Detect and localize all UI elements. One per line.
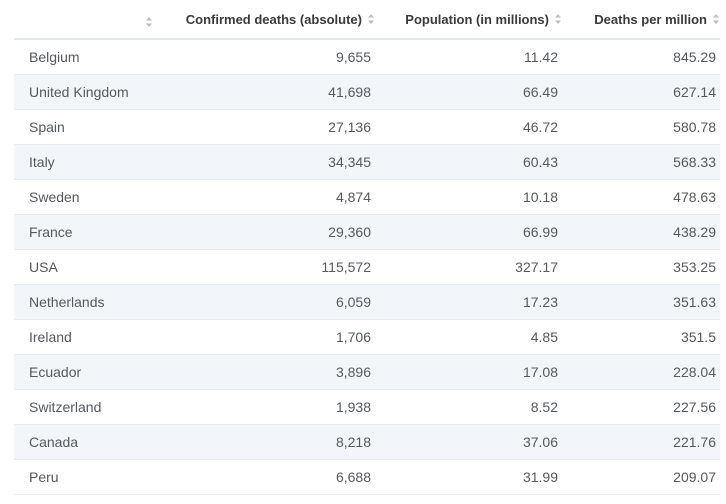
cell-population: 8.52 (375, 389, 562, 425)
column-header-per-million[interactable]: Deaths per million (562, 0, 720, 40)
cell-deaths: 41,698 (156, 74, 375, 110)
sort-icon[interactable] (554, 13, 562, 25)
cell-deaths-per-million: 438.29 (562, 214, 720, 250)
cell-deaths-per-million: 568.33 (562, 144, 720, 180)
cell-deaths-per-million: 478.63 (562, 179, 720, 215)
cell-country: USA (14, 249, 156, 285)
cell-deaths-per-million: 353.25 (562, 249, 720, 285)
cell-deaths: 6,688 (156, 459, 375, 495)
cell-population: 66.99 (375, 214, 562, 250)
table-row: Italy 34,345 60.43 568.33 (14, 144, 720, 180)
cell-population: 17.23 (375, 284, 562, 320)
cell-deaths-per-million: 845.29 (562, 39, 720, 75)
cell-country: Peru (14, 459, 156, 495)
cell-country: Ecuador (14, 354, 156, 390)
cell-deaths-per-million: 209.07 (562, 459, 720, 495)
table-row: United Kingdom 41,698 66.49 627.14 (14, 74, 720, 110)
cell-deaths-per-million: 580.78 (562, 109, 720, 145)
cell-country: France (14, 214, 156, 250)
cell-country: Italy (14, 144, 156, 180)
header-row: Confirmed deaths (absolute) Population (… (14, 0, 720, 40)
table-row: Spain 27,136 46.72 580.78 (14, 109, 720, 145)
table-row: France 29,360 66.99 438.29 (14, 214, 720, 250)
cell-deaths: 1,706 (156, 319, 375, 355)
cell-population: 46.72 (375, 109, 562, 145)
sort-icon[interactable] (367, 13, 375, 25)
cell-deaths: 9,655 (156, 39, 375, 75)
cell-country: Canada (14, 424, 156, 460)
column-header-country[interactable] (14, 0, 156, 40)
cell-population: 4.85 (375, 319, 562, 355)
cell-deaths: 4,874 (156, 179, 375, 215)
cell-country: Sweden (14, 179, 156, 215)
table-header: Confirmed deaths (absolute) Population (… (14, 0, 720, 40)
cell-country: Netherlands (14, 284, 156, 320)
cell-deaths: 8,218 (156, 424, 375, 460)
deaths-table: Confirmed deaths (absolute) Population (… (14, 0, 720, 495)
cell-deaths: 3,896 (156, 354, 375, 390)
cell-country: Ireland (14, 319, 156, 355)
cell-population: 37.06 (375, 424, 562, 460)
cell-deaths-per-million: 627.14 (562, 74, 720, 110)
cell-deaths-per-million: 351.63 (562, 284, 720, 320)
cell-deaths: 115,572 (156, 249, 375, 285)
cell-deaths: 29,360 (156, 214, 375, 250)
table-row: Belgium 9,655 11.42 845.29 (14, 39, 720, 75)
cell-deaths-per-million: 351.5 (562, 319, 720, 355)
column-header-population-label: Population (in millions) (405, 11, 549, 27)
cell-deaths: 34,345 (156, 144, 375, 180)
sort-icon[interactable] (712, 13, 720, 25)
cell-deaths-per-million: 221.76 (562, 424, 720, 460)
table-row: Peru 6,688 31.99 209.07 (14, 459, 720, 495)
sort-icon[interactable] (145, 16, 153, 28)
column-header-deaths-label: Confirmed deaths (absolute) (185, 11, 362, 27)
cell-population: 11.42 (375, 39, 562, 75)
cell-country: Switzerland (14, 389, 156, 425)
cell-deaths-per-million: 227.56 (562, 389, 720, 425)
cell-country: Spain (14, 109, 156, 145)
cell-country: United Kingdom (14, 74, 156, 110)
table-row: Ecuador 3,896 17.08 228.04 (14, 354, 720, 390)
cell-deaths: 1,938 (156, 389, 375, 425)
table-row: Sweden 4,874 10.18 478.63 (14, 179, 720, 215)
column-header-deaths[interactable]: Confirmed deaths (absolute) (156, 0, 375, 40)
cell-deaths: 27,136 (156, 109, 375, 145)
table-row: Ireland 1,706 4.85 351.5 (14, 319, 720, 355)
table-row: USA 115,572 327.17 353.25 (14, 249, 720, 285)
column-header-population[interactable]: Population (in millions) (375, 0, 562, 40)
table-row: Canada 8,218 37.06 221.76 (14, 424, 720, 460)
table-row: Switzerland 1,938 8.52 227.56 (14, 389, 720, 425)
cell-population: 60.43 (375, 144, 562, 180)
cell-population: 31.99 (375, 459, 562, 495)
cell-population: 327.17 (375, 249, 562, 285)
column-header-per-million-label: Deaths per million (594, 11, 707, 27)
cell-deaths-per-million: 228.04 (562, 354, 720, 390)
cell-deaths: 6,059 (156, 284, 375, 320)
cell-population: 10.18 (375, 179, 562, 215)
table-row: Netherlands 6,059 17.23 351.63 (14, 284, 720, 320)
cell-population: 66.49 (375, 74, 562, 110)
cell-population: 17.08 (375, 354, 562, 390)
table-body: Belgium 9,655 11.42 845.29 United Kingdom 41,… (14, 39, 720, 495)
cell-country: Belgium (14, 39, 156, 75)
data-table-container: Confirmed deaths (absolute) Population (… (14, 0, 720, 495)
